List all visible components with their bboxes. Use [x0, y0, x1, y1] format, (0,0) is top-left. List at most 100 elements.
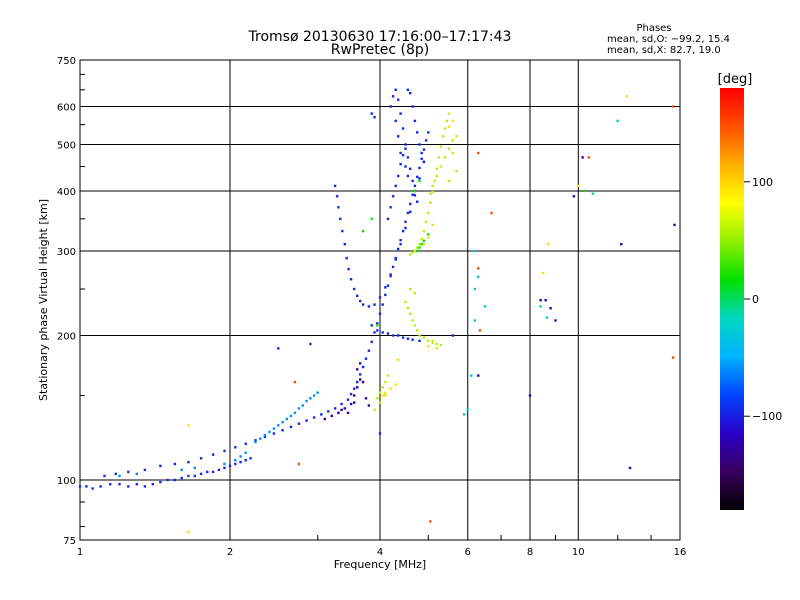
data-point	[406, 307, 410, 310]
data-point	[404, 147, 407, 150]
data-point	[416, 246, 419, 249]
data-point	[199, 457, 203, 460]
data-point	[361, 365, 365, 369]
data-point	[187, 424, 190, 427]
data-point	[249, 457, 252, 460]
data-point	[333, 184, 337, 188]
data-point	[114, 472, 117, 476]
data-point	[431, 184, 434, 188]
data-point	[427, 345, 430, 348]
data-point	[386, 284, 390, 287]
data-point	[671, 356, 675, 359]
data-point	[337, 206, 340, 209]
data-point	[301, 404, 304, 407]
data-point	[91, 487, 94, 490]
data-point	[406, 211, 410, 215]
data-point	[381, 394, 384, 397]
data-point	[477, 374, 480, 377]
data-point	[99, 485, 102, 488]
data-point	[330, 414, 333, 418]
data-point	[323, 417, 326, 421]
data-point	[445, 119, 449, 123]
chart-title: Tromsø 20130630 17:16:00–17:17:43	[248, 29, 512, 45]
data-point	[151, 483, 154, 486]
data-point	[217, 468, 221, 472]
data-point	[539, 305, 542, 308]
x-ticks: 1 2 4 6 8 10 16	[77, 547, 687, 558]
data-point	[143, 468, 147, 472]
data-point	[223, 449, 226, 453]
data-point	[244, 459, 247, 462]
data-point	[364, 397, 368, 400]
x-tick-label: 1	[77, 547, 83, 558]
data-point	[413, 249, 417, 253]
data-point	[341, 229, 344, 233]
stats-line-o: mean, sd,O: −99.2, 15.4	[607, 34, 730, 45]
data-point	[422, 229, 426, 233]
x-tick-label: 8	[527, 547, 533, 558]
data-point	[577, 184, 580, 188]
data-point	[349, 392, 353, 396]
data-point	[239, 460, 242, 464]
data-point	[187, 530, 190, 533]
data-point	[413, 119, 417, 123]
data-point	[394, 119, 397, 123]
y-tick-label: 600	[57, 103, 76, 114]
data-point	[327, 410, 330, 413]
data-point	[591, 192, 595, 195]
data-point	[418, 166, 421, 170]
data-point	[418, 179, 421, 183]
data-point	[431, 341, 434, 345]
data-point	[616, 119, 619, 123]
y-tick-label: 750	[57, 56, 76, 67]
data-point	[277, 424, 280, 427]
data-point	[281, 429, 284, 432]
y-tick-label: 200	[57, 332, 76, 343]
data-point	[373, 331, 376, 334]
data-point	[384, 391, 387, 394]
data-point	[289, 425, 293, 429]
data-point	[254, 439, 257, 442]
data-point	[435, 347, 438, 350]
data-point	[554, 319, 557, 322]
data-point	[384, 380, 387, 384]
data-point	[359, 362, 362, 365]
data-point	[483, 305, 487, 308]
data-point	[394, 258, 397, 261]
data-point	[211, 470, 215, 474]
data-point	[378, 401, 382, 404]
data-point	[370, 340, 373, 344]
data-point	[427, 236, 430, 239]
data-point	[409, 210, 412, 213]
data-point	[356, 380, 359, 384]
stats-line-x: mean, sd,X: 82.7, 19.0	[607, 45, 721, 56]
data-point	[234, 462, 237, 466]
data-point	[378, 296, 382, 299]
data-point	[416, 175, 419, 179]
data-point	[416, 329, 419, 332]
data-point	[263, 434, 267, 437]
data-point	[391, 95, 395, 98]
data-point	[477, 267, 480, 270]
x-tick-label: 10	[572, 547, 585, 558]
data-point	[399, 239, 402, 242]
data-point	[361, 229, 365, 233]
data-point	[451, 334, 454, 337]
data-point	[397, 135, 400, 138]
data-point	[418, 177, 421, 180]
data-point	[447, 112, 451, 115]
data-point	[173, 478, 176, 482]
data-point	[297, 407, 301, 410]
data-point	[625, 95, 628, 98]
data-point	[353, 387, 356, 390]
y-axis-label: Stationary phase Virtual Height [km]	[37, 199, 50, 401]
data-point	[427, 339, 430, 342]
data-point	[413, 189, 417, 193]
data-point	[234, 459, 237, 462]
data-point	[349, 278, 353, 281]
data-point	[404, 226, 407, 230]
data-point	[411, 193, 414, 196]
data-point	[435, 167, 438, 170]
data-point	[470, 374, 473, 377]
